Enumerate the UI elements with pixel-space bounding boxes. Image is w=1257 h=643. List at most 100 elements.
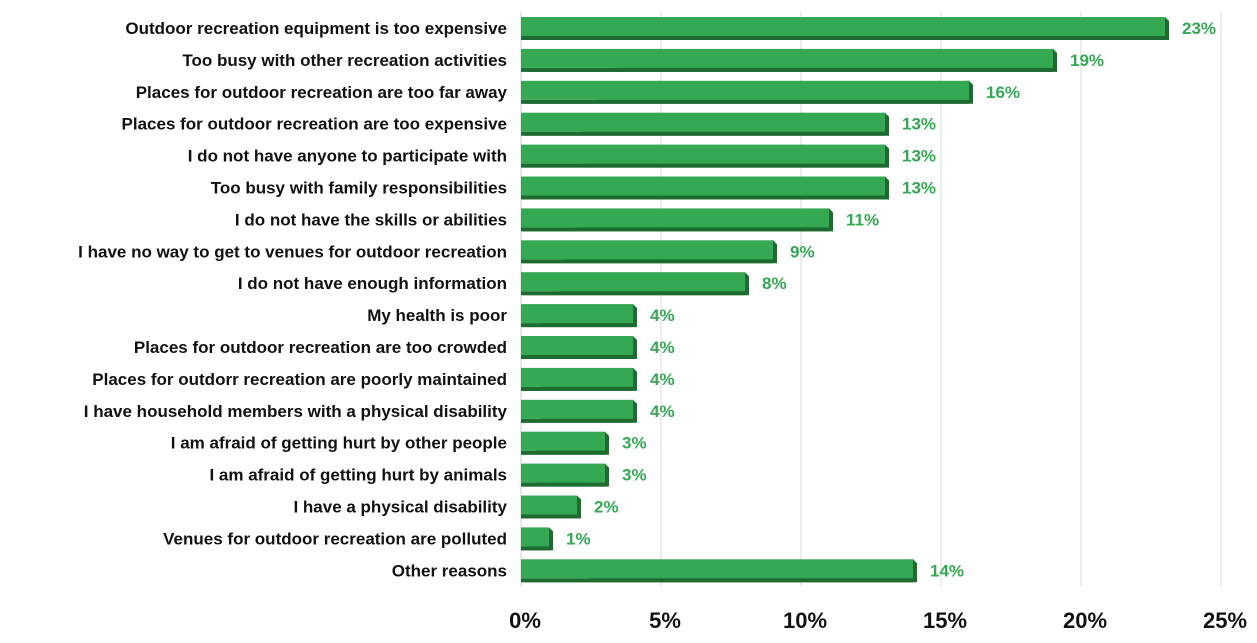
bar-bottom-edge	[521, 418, 633, 423]
value-label: 4%	[650, 306, 675, 325]
value-label: 23%	[1182, 19, 1216, 38]
bar	[521, 80, 973, 104]
value-label: 2%	[594, 498, 619, 517]
bar-face	[521, 304, 633, 324]
bar-face	[521, 112, 885, 132]
bar	[521, 495, 581, 519]
bar	[521, 240, 777, 264]
bar-face	[521, 367, 633, 387]
value-label: 13%	[902, 115, 936, 134]
bar-face	[521, 527, 549, 547]
bar-face	[521, 463, 605, 483]
bar	[521, 272, 749, 296]
x-tick-label: 25%	[1203, 608, 1247, 633]
category-label: My health is poor	[367, 306, 507, 325]
grid-lines	[520, 12, 1222, 587]
bar-face	[521, 240, 773, 260]
value-label: 13%	[902, 179, 936, 198]
category-label: I do not have the skills or abilities	[235, 210, 507, 229]
bar	[521, 144, 889, 168]
bar-face	[521, 144, 885, 164]
bar-bottom-edge	[521, 67, 1053, 72]
bar-bottom-edge	[521, 36, 1165, 40]
bar	[521, 463, 609, 487]
bar	[521, 17, 1169, 40]
bar-face	[521, 336, 633, 355]
bar	[521, 399, 637, 423]
bar	[521, 527, 553, 551]
category-label: Outdoor recreation equipment is too expe…	[125, 19, 507, 38]
category-label: Places for outdoor recreation are too cr…	[134, 338, 507, 357]
category-label: I do not have anyone to participate with	[188, 147, 507, 166]
value-label: 3%	[622, 466, 647, 485]
bar-bottom-edge	[521, 259, 773, 264]
value-label: 11%	[846, 210, 879, 229]
bar	[521, 367, 637, 391]
bar-face	[521, 272, 745, 292]
x-tick-label: 20%	[1063, 608, 1107, 633]
category-label: Venues for outdoor recreation are pollut…	[163, 529, 507, 548]
category-label: Other reasons	[392, 561, 507, 580]
bar-bottom-edge	[521, 482, 605, 487]
bar-bottom-edge	[521, 514, 577, 519]
value-label: 13%	[902, 147, 936, 166]
value-label: 19%	[1070, 51, 1104, 70]
value-label: 4%	[650, 338, 675, 357]
value-label: 14%	[930, 561, 964, 580]
bar-face	[521, 80, 969, 100]
value-label: 4%	[650, 402, 675, 421]
x-tick-label: 15%	[923, 608, 967, 633]
value-label: 16%	[986, 83, 1020, 102]
category-label: I have household members with a physical…	[84, 402, 508, 421]
category-label: Places for outdoor recreation are too ex…	[122, 115, 507, 134]
bar	[521, 112, 889, 136]
value-labels: 23%19%16%13%13%13%11%9%8%4%4%4%4%3%3%2%1…	[566, 19, 1216, 580]
bar	[521, 48, 1057, 72]
bar-face	[521, 48, 1053, 68]
value-label: 4%	[650, 370, 675, 389]
bar	[521, 176, 889, 200]
bar-face	[521, 208, 829, 228]
bar-face	[521, 495, 577, 515]
value-label: 1%	[566, 529, 591, 548]
x-tick-label: 10%	[783, 608, 827, 633]
value-label: 8%	[762, 274, 787, 293]
bar-bottom-edge	[521, 546, 549, 551]
x-tick-label: 5%	[649, 608, 681, 633]
category-label: I have a physical disability	[293, 498, 507, 517]
category-label: I do not have enough information	[238, 274, 507, 293]
bar-face	[521, 176, 885, 196]
bar-bottom-edge	[521, 227, 829, 232]
bar-bottom-edge	[521, 131, 885, 136]
category-label: Too busy with family responsibilities	[211, 179, 507, 198]
bar-bottom-edge	[521, 323, 633, 328]
bar	[521, 431, 609, 455]
bar-bottom-edge	[521, 99, 969, 104]
category-label: I am afraid of getting hurt by animals	[209, 466, 507, 485]
bar-bottom-edge	[521, 195, 885, 200]
x-axis-tick-labels: 0% 5% 10% 15% 20% 25%	[509, 608, 1247, 633]
bar	[521, 304, 637, 328]
bar-bottom-edge	[521, 291, 745, 296]
x-tick-label: 0%	[509, 608, 541, 633]
bar-bottom-edge	[521, 386, 633, 391]
bar-bottom-edge	[521, 450, 605, 455]
bar-face	[521, 17, 1165, 36]
bars	[521, 17, 1169, 583]
bar-face	[521, 559, 913, 579]
bar-face	[521, 431, 605, 451]
value-label: 3%	[622, 434, 647, 453]
category-label: Too busy with other recreation activitie…	[182, 51, 507, 70]
bar	[521, 208, 833, 232]
category-label: Places for outdoor recreation are too fa…	[136, 83, 508, 102]
value-label: 9%	[790, 242, 815, 261]
category-label: Places for outdorr recreation are poorly…	[92, 370, 507, 389]
category-label: I am afraid of getting hurt by other peo…	[171, 434, 507, 453]
bar	[521, 559, 917, 583]
bar-bottom-edge	[521, 163, 885, 168]
category-labels: Outdoor recreation equipment is too expe…	[78, 19, 507, 580]
bar-face	[521, 399, 633, 419]
category-label: I have no way to get to venues for outdo…	[78, 242, 507, 261]
bar-bottom-edge	[521, 578, 913, 583]
